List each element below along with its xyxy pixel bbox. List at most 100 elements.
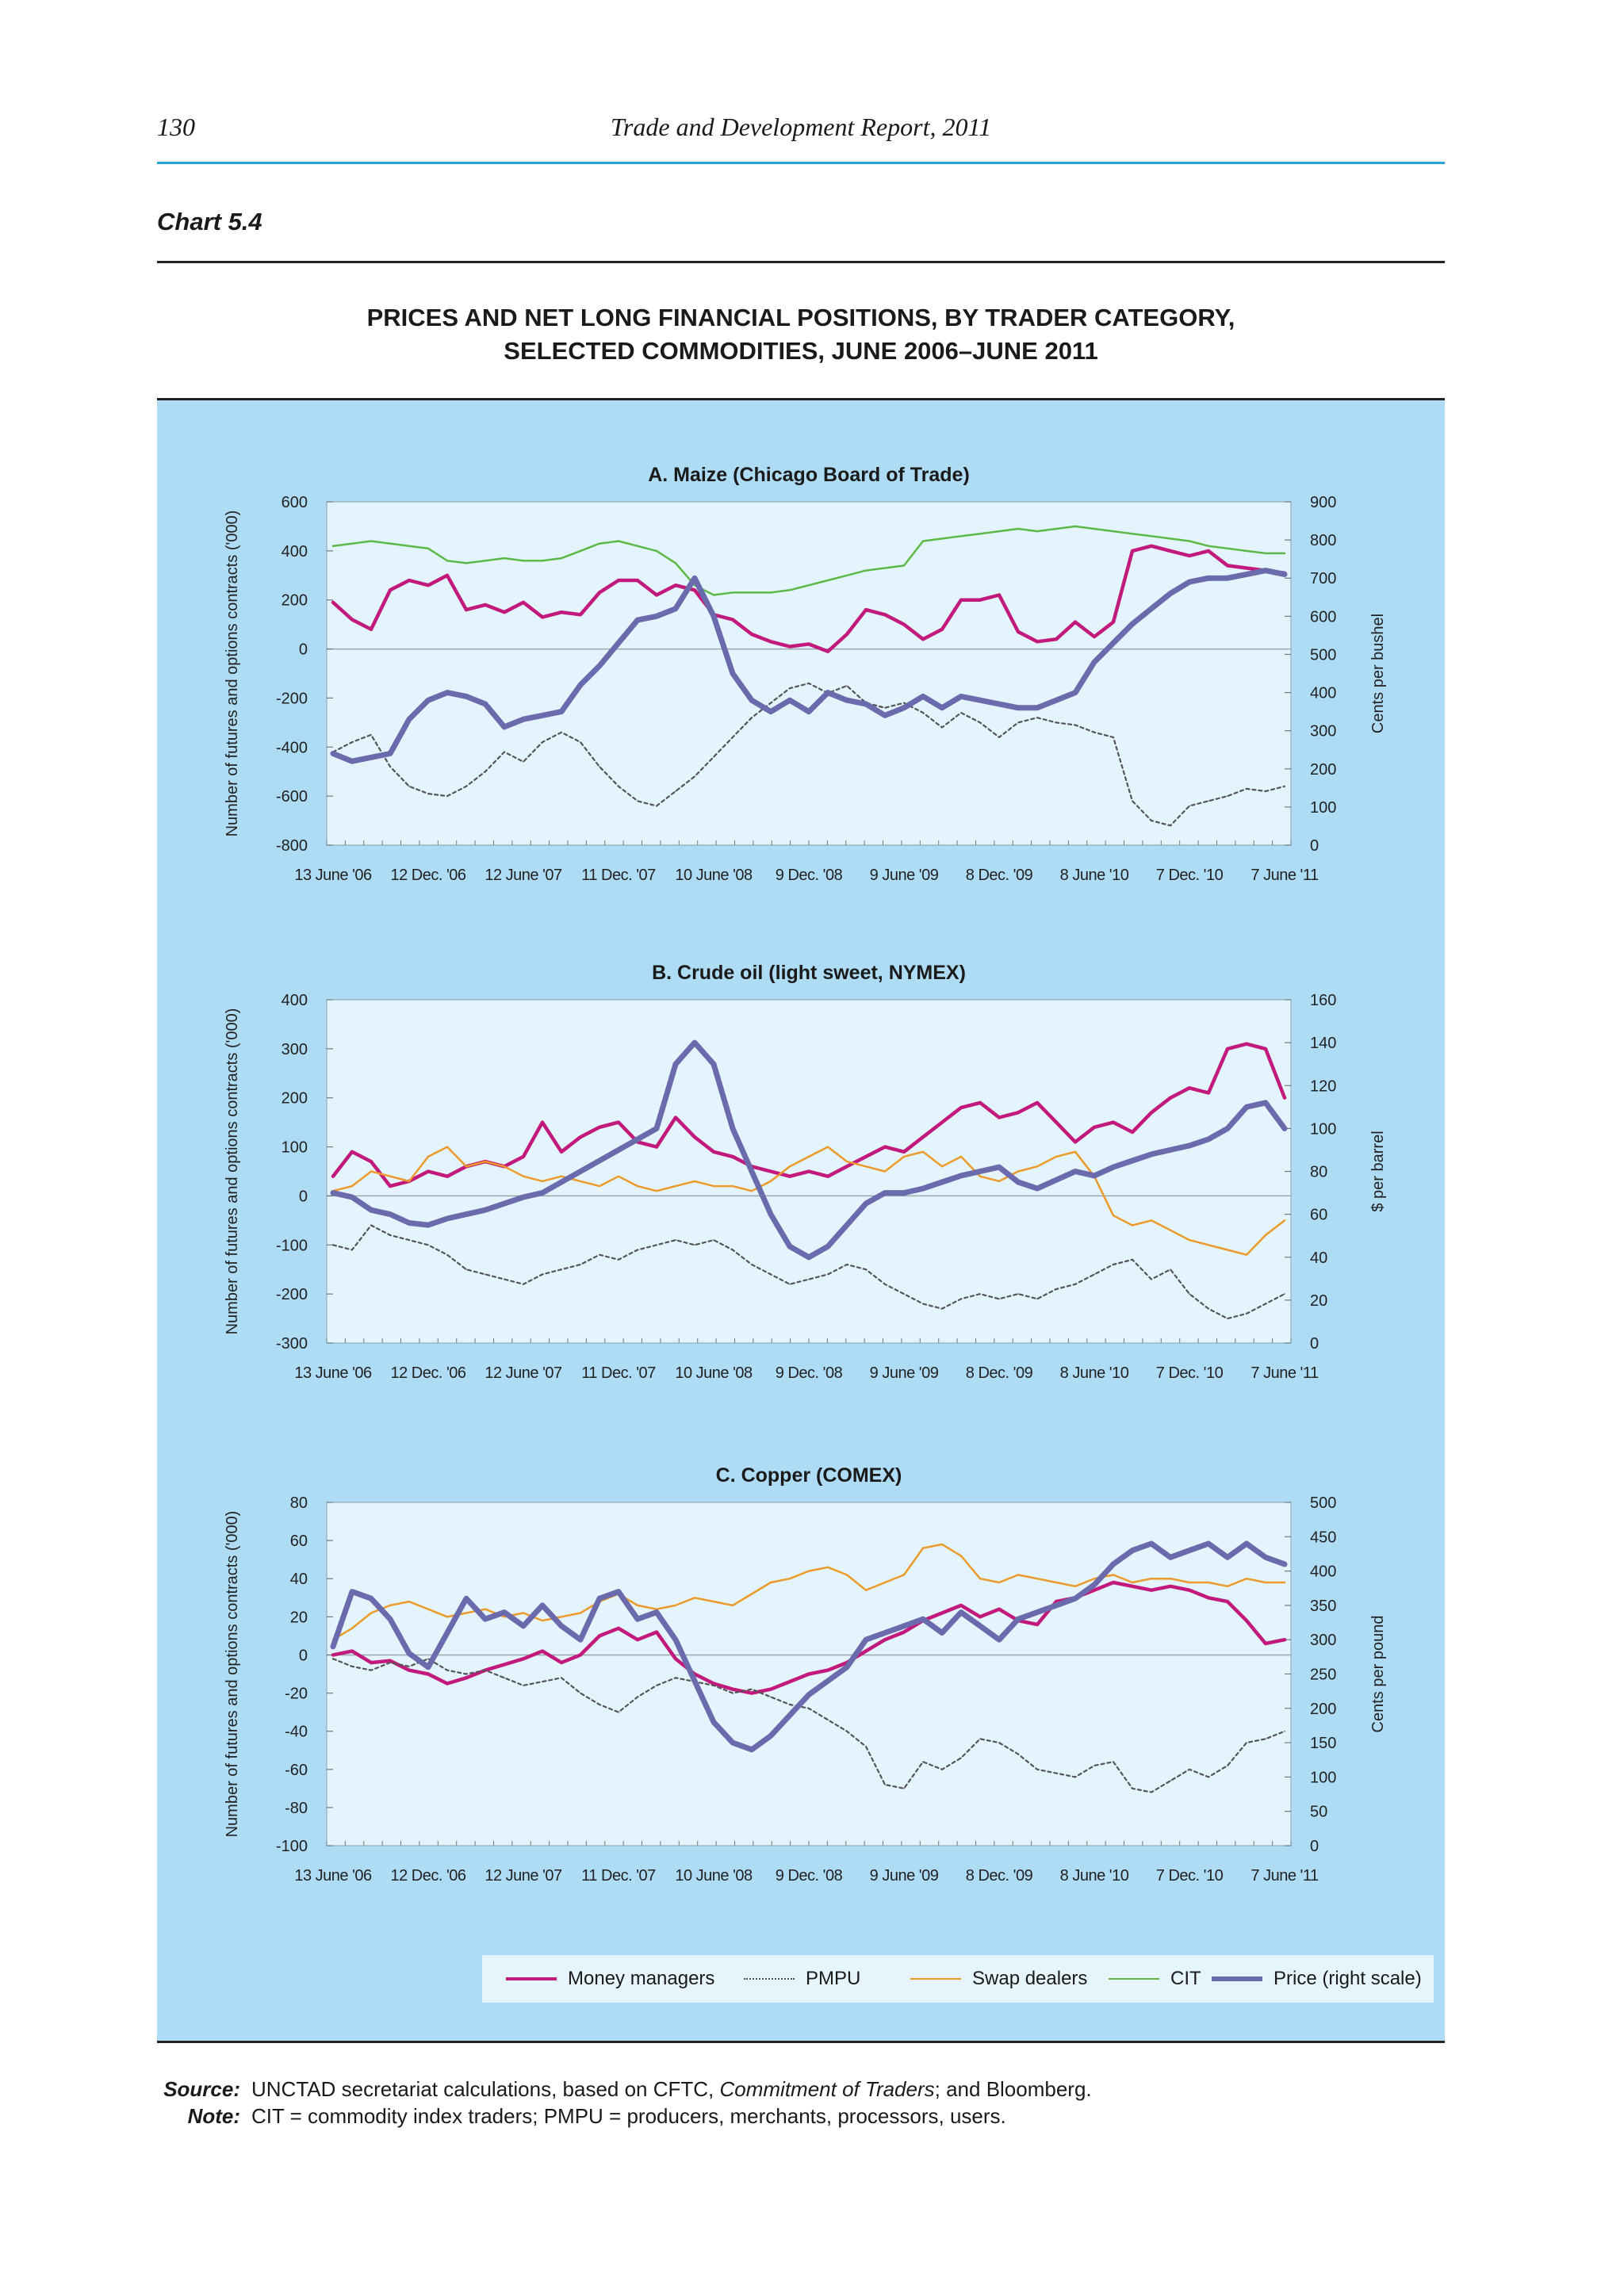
series-swap_dealers-point-2-46 (1208, 1582, 1209, 1583)
series-swap_dealers-point-2-16 (637, 1605, 638, 1606)
series-price-point-0-49 (1265, 569, 1266, 572)
series-swap_dealers-point-2-43 (1151, 1578, 1152, 1579)
x-tick-label-0-6: 9 June '09 (870, 867, 939, 884)
y2-tick-label-2-8: 100 (1310, 1769, 1336, 1786)
note-label: Note: (187, 2104, 240, 2128)
series-swap_dealers-point-1-48 (1246, 1253, 1247, 1256)
series-money_managers-point-1-39 (1074, 1141, 1076, 1143)
series-price-point-0-38 (1055, 699, 1057, 701)
series-swap_dealers-point-1-36 (1017, 1170, 1019, 1173)
x-tick-label-2-0: 13 June '06 (294, 1867, 372, 1885)
series-pmpu-point-2-41 (1113, 1761, 1114, 1762)
series-price-point-1-39 (1074, 1170, 1076, 1173)
series-cit-point-0-49 (1265, 553, 1266, 554)
y2-tick-label-2-2: 400 (1310, 1563, 1336, 1581)
series-money_managers-point-0-13 (580, 614, 581, 616)
series-money_managers-point-0-28 (865, 609, 867, 610)
y-tick-label-1-5: -100 (276, 1237, 308, 1254)
series-money_managers-point-1-36 (1017, 1112, 1019, 1114)
series-swap_dealers-point-1-11 (542, 1181, 543, 1182)
y-tick-label-2-5: -20 (285, 1686, 308, 1703)
series-cit-point-0-42 (1132, 533, 1133, 534)
series-cit-point-0-9 (504, 557, 505, 559)
series-price-point-1-49 (1265, 1102, 1266, 1104)
y-tick-label-0-5: -400 (276, 739, 308, 756)
series-price-point-0-45 (1189, 581, 1190, 583)
series-swap_dealers-point-1-8 (485, 1161, 486, 1162)
series-pmpu-point-1-27 (846, 1264, 848, 1265)
series-price-point-2-27 (846, 1667, 848, 1668)
series-pmpu-point-1-0 (332, 1244, 334, 1246)
y2-axis-title-0: Cents per bushel (1369, 614, 1387, 733)
series-pmpu-point-2-43 (1151, 1791, 1152, 1793)
series-price-point-0-10 (523, 718, 524, 720)
x-tick-label-2-9: 7 Dec. '10 (1156, 1867, 1224, 1885)
source-text-end: ; and Bloomberg. (934, 2077, 1092, 2101)
series-pmpu-point-2-46 (1208, 1776, 1209, 1778)
series-pmpu-point-0-14 (599, 766, 600, 767)
y2-axis-title-1: $ per barrel (1369, 1131, 1387, 1211)
legend-label-cit: CIT (1170, 1968, 1201, 1989)
series-money_managers-point-2-37 (1036, 1624, 1038, 1625)
series-pmpu-point-1-29 (884, 1284, 886, 1285)
y-tick-label-2-3: 20 (290, 1609, 308, 1626)
series-swap_dealers-point-2-29 (884, 1582, 886, 1583)
series-pmpu-point-1-13 (580, 1264, 581, 1265)
series-pmpu-point-1-46 (1208, 1307, 1209, 1310)
note-text: CIT = commodity index traders; PMPU = pr… (251, 2104, 1006, 2128)
series-swap_dealers-point-1-16 (637, 1185, 638, 1187)
series-pmpu-point-1-42 (1132, 1259, 1133, 1261)
series-swap_dealers-point-1-42 (1132, 1224, 1133, 1226)
series-pmpu-point-2-2 (370, 1669, 372, 1671)
series-swap_dealers-point-2-9 (504, 1616, 505, 1618)
legend-swatch-swap_dealers (910, 1978, 961, 1980)
series-swap_dealers-point-1-13 (580, 1181, 581, 1182)
series-swap_dealers-point-2-30 (903, 1574, 905, 1576)
series-pmpu-point-1-10 (523, 1284, 524, 1285)
series-cit-point-0-26 (827, 580, 829, 581)
series-money_managers-point-0-6 (446, 575, 448, 576)
series-pmpu-point-0-12 (561, 731, 562, 733)
series-money_managers-point-0-9 (504, 611, 505, 613)
series-price-point-0-27 (846, 699, 848, 701)
series-money_managers-point-2-22 (751, 1692, 753, 1694)
y2-tick-label-0-8: 100 (1310, 799, 1336, 817)
series-swap_dealers-point-2-48 (1246, 1578, 1247, 1579)
series-money_managers-point-2-47 (1227, 1601, 1228, 1602)
legend-swatch-money_managers (506, 1977, 557, 1980)
series-pmpu-point-2-32 (941, 1769, 943, 1770)
series-pmpu-point-2-7 (465, 1673, 467, 1675)
series-price-point-2-0 (332, 1646, 334, 1647)
chart-title-rule (157, 398, 1445, 400)
series-pmpu-point-1-37 (1036, 1298, 1038, 1300)
x-tick-label-2-8: 8 June '10 (1060, 1867, 1129, 1885)
series-price-point-1-33 (960, 1175, 962, 1177)
series-swap_dealers-point-1-18 (675, 1185, 676, 1187)
series-price-point-1-19 (694, 1042, 695, 1043)
series-pmpu-point-1-21 (732, 1249, 733, 1251)
series-pmpu-point-1-23 (770, 1273, 772, 1276)
y2-tick-label-1-5: 60 (1310, 1207, 1327, 1224)
x-tick-label-1-2: 12 June '07 (485, 1364, 562, 1382)
series-money_managers-point-1-15 (618, 1121, 619, 1123)
series-swap_dealers-point-2-13 (580, 1612, 581, 1614)
series-price-point-2-42 (1132, 1549, 1133, 1552)
series-swap_dealers-point-2-1 (351, 1628, 353, 1629)
series-pmpu-point-2-33 (960, 1757, 962, 1759)
series-swap_dealers-point-1-10 (523, 1175, 524, 1177)
series-money_managers-point-1-31 (922, 1136, 924, 1138)
series-swap_dealers-point-2-3 (389, 1605, 391, 1606)
legend-label-money_managers: Money managers (568, 1968, 715, 1989)
series-pmpu-point-2-22 (751, 1688, 753, 1690)
series-cit-point-0-45 (1189, 540, 1190, 542)
series-money_managers-point-2-4 (408, 1669, 410, 1671)
x-tick-label-1-4: 10 June '08 (675, 1364, 753, 1382)
x-tick-label-0-10: 7 June '11 (1251, 867, 1319, 884)
series-price-point-0-43 (1151, 607, 1152, 610)
y2-tick-label-0-2: 700 (1310, 570, 1336, 587)
series-pmpu-point-0-41 (1113, 737, 1114, 738)
y2-tick-label-2-4: 300 (1310, 1632, 1336, 1649)
series-money_managers-point-1-48 (1246, 1043, 1247, 1045)
series-pmpu-point-0-35 (998, 737, 1000, 738)
series-price-point-0-15 (618, 642, 619, 644)
